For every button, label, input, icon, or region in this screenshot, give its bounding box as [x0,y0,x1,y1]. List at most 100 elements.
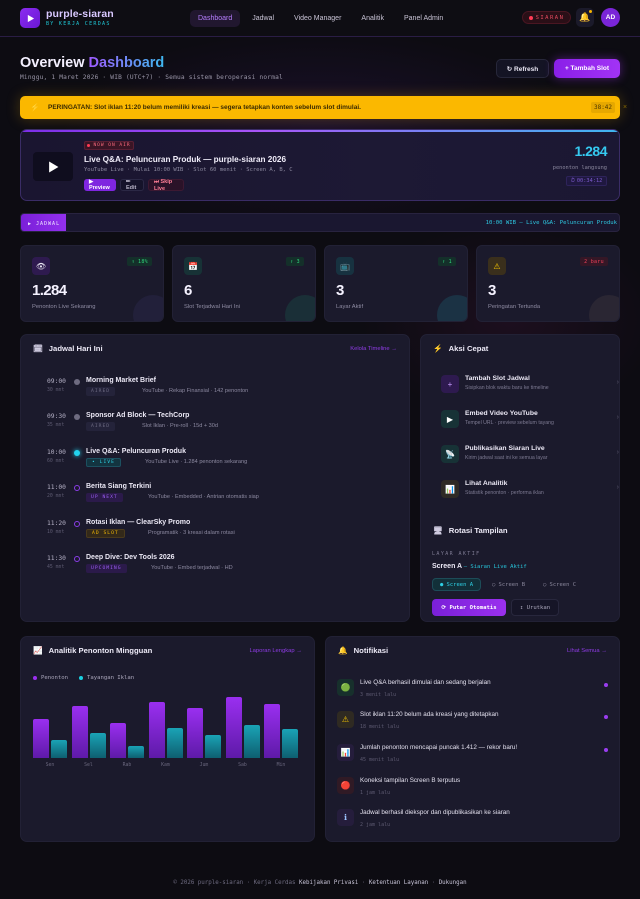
nav-dashboard[interactable]: Dashboard [190,10,241,27]
preview-button[interactable]: ▶ Preview [84,179,116,191]
bar-viewers[interactable] [33,718,49,758]
footer-link-privacy[interactable]: Kebijakan Privasi [299,880,359,886]
chevron-right-icon: › [616,449,619,456]
now-on-air-label: NOW ON AIR [93,143,131,148]
page-title: Overview Dashboard [20,55,164,71]
page-subtitle: Minggu, 1 Maret 2026 · WIB (UTC+7) · Sem… [20,74,283,81]
bar-ads[interactable] [89,732,106,758]
manage-timeline-link[interactable]: Kelola Timeline → [350,346,397,352]
bar-ads[interactable] [166,728,183,758]
bar-viewers[interactable] [187,708,203,758]
screen-a-tab[interactable]: ● Screen A [432,578,481,591]
notification-item[interactable]: 🟢 Live Q&A berhasil dimulai dan sedang b… [337,677,612,707]
edit-button[interactable]: ✏ Edit [120,179,144,191]
stat-trend-badge: ↑ 1 [438,257,456,266]
live-viewer-count: 1.284 [574,143,607,159]
nav-panel-admin[interactable]: Panel Admin [403,15,444,22]
refresh-button[interactable]: ↻ Refresh [496,59,549,78]
rotation-title: 🖥 Rotasi Tampilan [433,526,508,535]
live-title: Live Q&A: Peluncuran Produk — purple-sia… [84,155,287,164]
stat-decoration [133,295,163,321]
stat-label: Layar Aktif [336,304,364,310]
close-icon[interactable]: × [623,104,628,111]
nav-jadwal[interactable]: Jadwal [252,15,275,22]
see-all-link[interactable]: Lihat Semua → [567,648,607,654]
sort-button[interactable]: ↕ Urutkan [511,599,559,616]
slot-time: 10:00 [47,449,66,456]
nav-video-manager[interactable]: Video Manager [294,15,342,22]
plus-icon: + [441,375,459,393]
weekly-bar-chart [33,690,303,758]
live-elapsed-value: 00:34:12 [576,178,603,184]
footer-link-terms[interactable]: Ketentuan Layanan [368,880,429,886]
chevron-right-icon: › [616,414,619,421]
schedule-row[interactable]: 10:00 60 mnt Live Q&A: Peluncuran Produk… [47,448,387,479]
slot-time: 11:20 [47,520,66,527]
screen-c-tab[interactable]: ○ Screen C [542,581,577,588]
tv-icon: 📺 [336,257,354,275]
brand: purple-siaran BY KERJA CERDAS [46,8,114,27]
page-title-accent: Dashboard [88,55,165,71]
status-dot-icon [74,485,80,491]
x-tick-label: Kam [161,763,170,768]
warning-icon: ⚠ [488,257,506,275]
screen-b-tab[interactable]: ○ Screen B [491,581,526,588]
nav-analitik[interactable]: Analitik [361,15,384,22]
trash-calendar-icon: 🗓 [33,344,43,353]
quick-action-embed-youtube[interactable]: ▶ Embed Video YouTube Tempel URL · previ… [439,408,619,436]
notification-item[interactable]: ⚠ Slot iklan 11:20 belum ada kreasi yang… [337,709,612,739]
quick-action-add-slot[interactable]: + Tambah Slot Jadwal Sisipkan blok waktu… [439,373,619,401]
bar-viewers[interactable] [148,701,165,758]
notification-item[interactable]: 📊 Jumlah penonton mencapai puncak 1.412 … [337,742,612,772]
legend-swatch [79,676,83,680]
stat-trend-badge: ↑ 3 [286,257,304,266]
legend-label: Penonton [41,675,68,681]
schedule-row[interactable]: 09:30 35 mnt Sponsor Ad Block — TechCorp… [47,412,387,443]
footer-copyright: © 2026 purple-siaran · Kerja Cerdas [173,880,296,886]
notifications-title: 🔔 Notifikasi [338,646,388,655]
bar-viewers[interactable] [225,697,242,758]
bar-ads[interactable] [243,724,260,758]
brand-tagline: BY KERJA CERDAS [46,21,111,27]
notification-item[interactable]: 🔴 Koneksi tampilan Screen B terputus 1 j… [337,775,612,805]
bar-ads[interactable] [205,734,221,758]
quick-action-title: Embed Video YouTube [465,410,538,417]
quick-actions-title: ⚡ Aksi Cepat [433,344,488,353]
stat-value: 3 [488,282,496,299]
legend-swatch [33,676,37,680]
schedule-row[interactable]: 11:20 10 mnt Rotasi Iklan — ClearSky Pro… [47,519,387,550]
live-dot-icon [528,15,533,20]
stat-card-active-screens: 📺 ↑ 1 3 Layar Aktif [324,245,468,322]
schedule-row[interactable]: 11:30 45 mnt Deep Dive: Dev Tools 2026 U… [47,554,387,585]
clock-icon: ⏱ [570,177,575,184]
bar-ads[interactable] [282,729,298,758]
bar-viewers[interactable] [71,705,88,758]
bar-ads[interactable] [128,746,144,758]
stat-card-pending-warnings: ⚠ 2 baru 3 Peringatan Tertunda [476,245,620,322]
auto-rotate-button[interactable]: ⟳ Putar Otomatis [432,599,506,616]
notification-item[interactable]: ℹ Jadwal berhasil diekspor dan dipublika… [337,807,612,837]
user-avatar[interactable]: AD [601,8,620,27]
brand-name: purple-siaran [46,8,114,20]
footer-link-support[interactable]: Dukungan [438,880,467,886]
live-thumbnail[interactable] [33,152,73,181]
slot-duration: 35 mnt [47,423,65,428]
logo[interactable] [20,8,40,28]
quick-action-analytics[interactable]: 📊 Lihat Analitik Statistik penonton · pe… [439,478,619,506]
bar-viewers[interactable] [264,703,280,758]
quick-action-publish-live[interactable]: 📡 Publikasikan Siaran Live Kirim jadwal … [439,443,619,471]
eye-icon: 👁 [32,257,50,275]
broadcast-status-pill[interactable]: SIARAN [522,11,571,24]
full-report-link[interactable]: Laporan Lengkap → [249,648,302,654]
schedule-row[interactable]: 09:00 30 mnt Morning Market Brief AIRED … [47,377,387,408]
notifications-button[interactable]: 🔔 [576,8,594,27]
schedule-row[interactable]: 11:00 20 mnt Berita Siang Terkini UP NEX… [47,483,387,514]
bar-ads[interactable] [51,739,67,758]
bar-chart-icon: 📊 [337,744,354,761]
live-viewer-label: penonton langsung [552,165,607,171]
quick-action-title: Tambah Slot Jadwal [465,375,530,382]
skip-live-button[interactable]: ⏭ Skip Live [148,179,184,192]
notification-time: 1 jam lalu [360,790,391,796]
add-slot-button[interactable]: + Tambah Slot [554,59,620,78]
bar-viewers[interactable] [110,722,126,758]
